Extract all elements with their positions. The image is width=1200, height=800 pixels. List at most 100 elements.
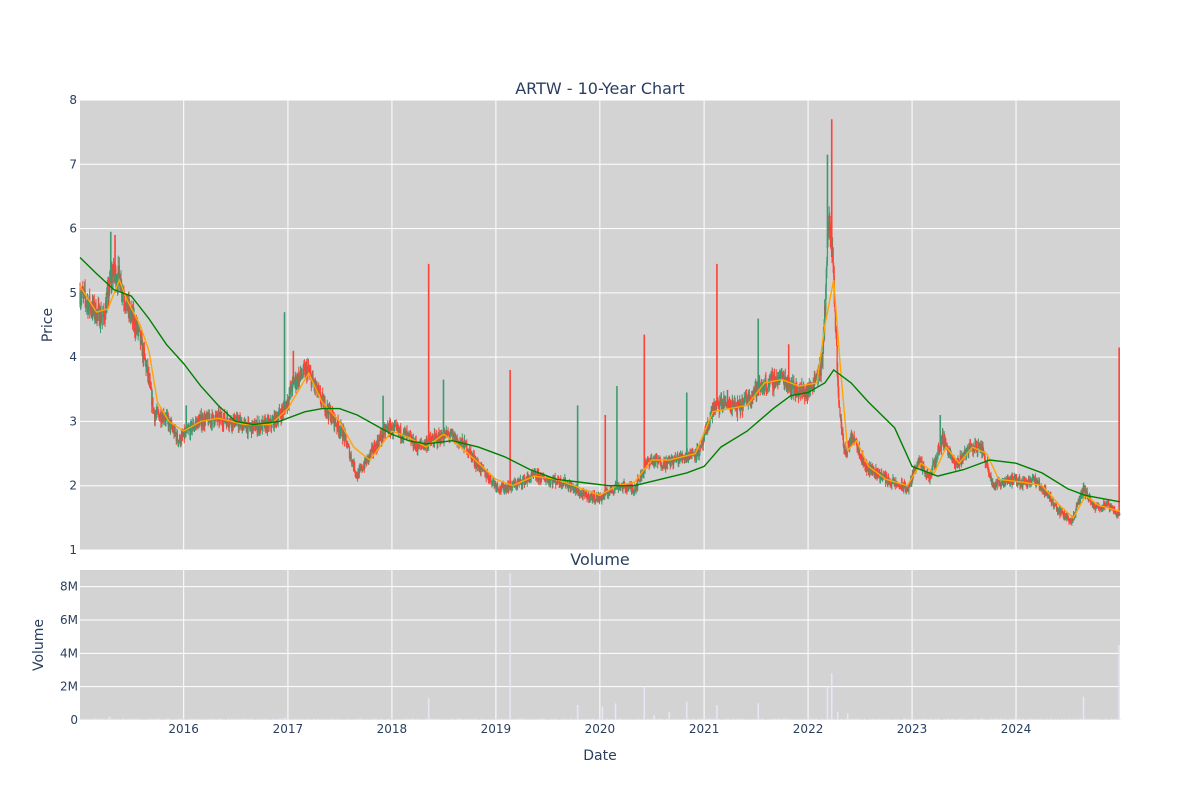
volume-bar — [434, 719, 436, 720]
candle-body — [1017, 481, 1019, 484]
candle-body — [964, 450, 966, 454]
candle-body — [295, 383, 298, 387]
volume-bar — [942, 719, 944, 720]
volume-bar — [664, 719, 666, 720]
volume-bar — [723, 719, 725, 720]
candle-body — [953, 458, 956, 465]
volume-bar — [328, 718, 330, 720]
candle-body — [165, 414, 168, 416]
volume-bar — [91, 718, 93, 720]
volume-bar — [1033, 718, 1035, 720]
volume-bar — [120, 719, 122, 720]
volume-bar — [1041, 718, 1043, 720]
candle-body — [597, 499, 599, 502]
candle-body — [1112, 505, 1114, 510]
volume-bar — [760, 719, 762, 720]
candle-body — [334, 416, 336, 423]
candle-body — [512, 481, 515, 485]
volume-bar — [671, 718, 673, 720]
volume-bar — [292, 718, 294, 720]
volume-bar — [376, 719, 378, 720]
volume-bar — [772, 718, 774, 720]
volume-bar — [503, 719, 505, 720]
volume-bar — [256, 719, 258, 720]
volume-bar — [232, 719, 234, 720]
volume-bar — [888, 719, 890, 720]
volume-bar — [764, 719, 766, 720]
candle-body — [635, 487, 637, 491]
candle-body — [983, 453, 985, 455]
volume-bar — [1043, 718, 1045, 720]
candle-body — [236, 416, 238, 422]
candle-body — [405, 431, 408, 437]
volume-bar — [477, 719, 479, 720]
volume-bar — [664, 719, 666, 720]
candle-body — [1031, 478, 1034, 480]
candle-body — [1091, 502, 1093, 505]
candle-body — [847, 441, 850, 444]
volume-bar — [412, 718, 414, 720]
volume-bar — [806, 718, 808, 720]
candle-body — [956, 459, 958, 466]
volume-bar — [788, 719, 790, 720]
volume-bar — [387, 718, 389, 720]
candle-body — [348, 447, 351, 458]
candle-body — [908, 487, 910, 491]
volume-bar — [523, 718, 525, 720]
volume-bar — [291, 719, 293, 720]
volume-bar — [1063, 719, 1065, 720]
candle-body — [380, 434, 382, 440]
volume-bar — [117, 718, 119, 720]
volume-bar — [934, 718, 936, 720]
volume-bar — [855, 718, 857, 720]
volume-bar — [691, 719, 693, 720]
volume-bar — [220, 718, 222, 720]
volume-bar — [918, 719, 920, 720]
candle-body — [628, 488, 630, 491]
volume-bar — [982, 718, 984, 720]
candle-body — [679, 457, 681, 461]
volume-bar — [208, 719, 210, 720]
candle-body — [222, 425, 224, 427]
volume-bar — [249, 719, 251, 720]
candle-body — [653, 460, 655, 466]
volume-bar — [998, 718, 1000, 720]
candle-body — [560, 478, 562, 486]
candle-body — [330, 409, 332, 422]
candle-body — [384, 429, 386, 434]
volume-bar — [630, 719, 632, 720]
volume-bar — [748, 719, 750, 720]
volume-bar — [622, 719, 624, 720]
candle-body — [1111, 507, 1113, 509]
candle-body — [504, 487, 506, 491]
candle-body — [593, 493, 596, 502]
candle-body — [373, 445, 376, 452]
volume-bar — [505, 719, 507, 720]
volume-bar — [1020, 719, 1022, 720]
volume-bar — [661, 718, 663, 720]
candle-body — [838, 393, 840, 405]
volume-bar — [223, 719, 225, 720]
candle-body — [714, 401, 716, 412]
candle-body — [222, 418, 225, 426]
volume-bar — [316, 719, 318, 720]
volume-bar — [721, 719, 723, 720]
volume-bar — [482, 718, 484, 720]
candle-body — [511, 484, 514, 488]
volume-bar — [365, 718, 367, 720]
volume-bar — [702, 718, 704, 720]
candle-body — [824, 305, 826, 333]
volume-bar — [747, 719, 749, 720]
candle-body — [936, 455, 939, 457]
candle-body — [121, 293, 123, 295]
candle-body — [212, 413, 214, 415]
candle-body — [549, 480, 552, 484]
candle-body — [673, 460, 675, 465]
candle-body — [967, 448, 969, 451]
volume-bar — [107, 718, 109, 720]
volume-bar — [128, 718, 130, 720]
volume-spike-bar — [614, 703, 617, 720]
volume-bar — [172, 719, 174, 720]
volume-bar — [981, 718, 983, 720]
candle-body — [986, 460, 989, 468]
